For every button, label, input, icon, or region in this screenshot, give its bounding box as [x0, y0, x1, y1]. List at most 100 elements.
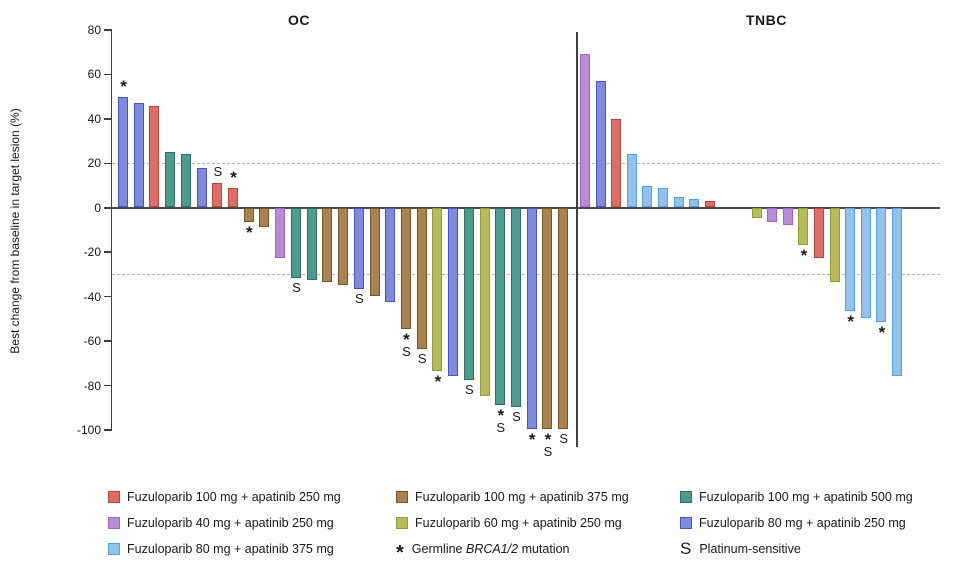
bar-marker: S	[348, 291, 370, 306]
bar-marker: *	[840, 312, 862, 332]
bar	[595, 81, 606, 207]
bar	[149, 105, 160, 207]
legend-label: Fuzuloparib 100 mg + apatinib 250 mg	[127, 490, 341, 504]
bar	[689, 198, 700, 207]
platinum-sensitive-marker: S	[417, 351, 427, 366]
platinum-sensitive-marker: S	[512, 408, 521, 424]
bar	[829, 207, 840, 283]
plot-area: 80 60 40 20 0 -20 -40 -60 -80 -100 * S * * S S * S S * S * S S *…	[77, 23, 940, 459]
bar-marker: *	[427, 372, 449, 392]
bar	[243, 207, 254, 223]
bar	[322, 207, 333, 283]
legend-label: Fuzuloparib 60 mg + apatinib 250 mg	[415, 516, 622, 530]
bar-marker: S	[207, 164, 229, 180]
bar	[542, 207, 553, 429]
bar-marker: * S	[537, 430, 559, 459]
legend-swatch	[680, 491, 692, 503]
bar	[275, 207, 286, 258]
brca-asterisk-marker: *	[528, 430, 536, 449]
legend-label: Fuzuloparib 100 mg + apatinib 375 mg	[415, 490, 629, 504]
bar	[259, 207, 270, 227]
legend-swatch	[108, 543, 120, 555]
bar	[845, 207, 856, 312]
platinum-sensitive-marker: S	[402, 344, 411, 359]
bar	[876, 207, 887, 323]
legend-item: Fuzuloparib 100 mg + apatinib 375 mg	[396, 488, 629, 506]
bar-marker: *	[793, 247, 815, 264]
platinum-sensitive-marker: S	[292, 279, 301, 295]
bar	[212, 183, 223, 207]
bar-marker: S	[458, 382, 480, 398]
bar	[180, 154, 191, 207]
legend-item: Fuzuloparib 60 mg + apatinib 250 mg	[396, 514, 622, 532]
bar	[416, 207, 427, 349]
bar	[448, 207, 459, 376]
reference-line	[112, 162, 940, 164]
legend-label: Fuzuloparib 40 mg + apatinib 250 mg	[127, 516, 334, 530]
bar-marker: *	[223, 169, 245, 186]
bar	[767, 207, 778, 223]
bar	[814, 207, 824, 258]
bar	[798, 207, 809, 245]
bar-marker: S	[285, 279, 307, 295]
bar	[751, 207, 762, 218]
brca-asterisk-symbol: *	[396, 542, 404, 564]
bar	[118, 96, 128, 207]
bar	[558, 207, 569, 429]
platinum-sensitive-marker: S	[464, 382, 474, 398]
y-tick-label: -80	[83, 378, 101, 393]
legend-swatch	[396, 517, 408, 529]
brca-asterisk-marker: *	[878, 323, 886, 343]
bar	[892, 207, 902, 376]
y-axis-tick	[104, 162, 111, 165]
brca-asterisk-marker: *	[544, 430, 552, 449]
legend-label: Fuzuloparib 100 mg + apatinib 500 mg	[699, 490, 913, 504]
y-axis-tick	[104, 295, 111, 298]
platinum-sensitive-marker: S	[213, 164, 223, 180]
bar	[165, 152, 176, 207]
legend-label: Germline BRCA1/2 mutation	[411, 542, 570, 556]
bar	[385, 207, 396, 303]
y-axis-tick	[104, 118, 111, 120]
brca-asterisk-marker: *	[497, 405, 505, 425]
bar-marker: *	[521, 430, 543, 449]
bar	[673, 196, 684, 207]
legend-item: Fuzuloparib 80 mg + apatinib 250 mg	[680, 514, 906, 532]
y-axis-line	[110, 29, 112, 431]
y-tick-label: -40	[83, 289, 101, 304]
section-title-tnbc: TNBC	[746, 12, 787, 28]
platinum-sensitive-marker: S	[543, 444, 553, 459]
bar	[860, 207, 871, 318]
bar-marker: * S	[490, 405, 512, 435]
legend-item: Fuzuloparib 40 mg + apatinib 250 mg	[108, 514, 334, 532]
bar	[338, 207, 349, 285]
legend-item: Fuzuloparib 80 mg + apatinib 375 mg	[108, 540, 334, 558]
y-tick-label: -60	[83, 334, 101, 349]
bar	[290, 207, 301, 278]
brca-asterisk-marker: *	[847, 312, 854, 332]
bar	[704, 201, 715, 207]
bar	[463, 207, 474, 381]
bar	[432, 207, 443, 372]
bar-marker: S	[411, 351, 433, 366]
bar	[580, 54, 590, 207]
bar	[400, 207, 411, 329]
bar	[306, 207, 317, 281]
y-axis-tick	[104, 340, 111, 342]
bar	[642, 185, 653, 207]
brca-asterisk-marker: *	[245, 223, 253, 243]
bar	[479, 207, 490, 396]
brca-asterisk-marker: *	[120, 76, 127, 96]
brca-asterisk-marker: *	[434, 372, 442, 392]
legend-swatch	[396, 491, 408, 503]
bar	[133, 103, 144, 207]
bar	[353, 207, 364, 289]
y-axis-tick	[104, 251, 111, 253]
bar	[611, 118, 622, 207]
platinum-sensitive-marker: S	[354, 291, 364, 306]
y-tick-label: 20	[87, 156, 101, 171]
y-axis-tick	[104, 29, 111, 31]
reference-line	[112, 273, 940, 275]
bar	[511, 207, 521, 407]
